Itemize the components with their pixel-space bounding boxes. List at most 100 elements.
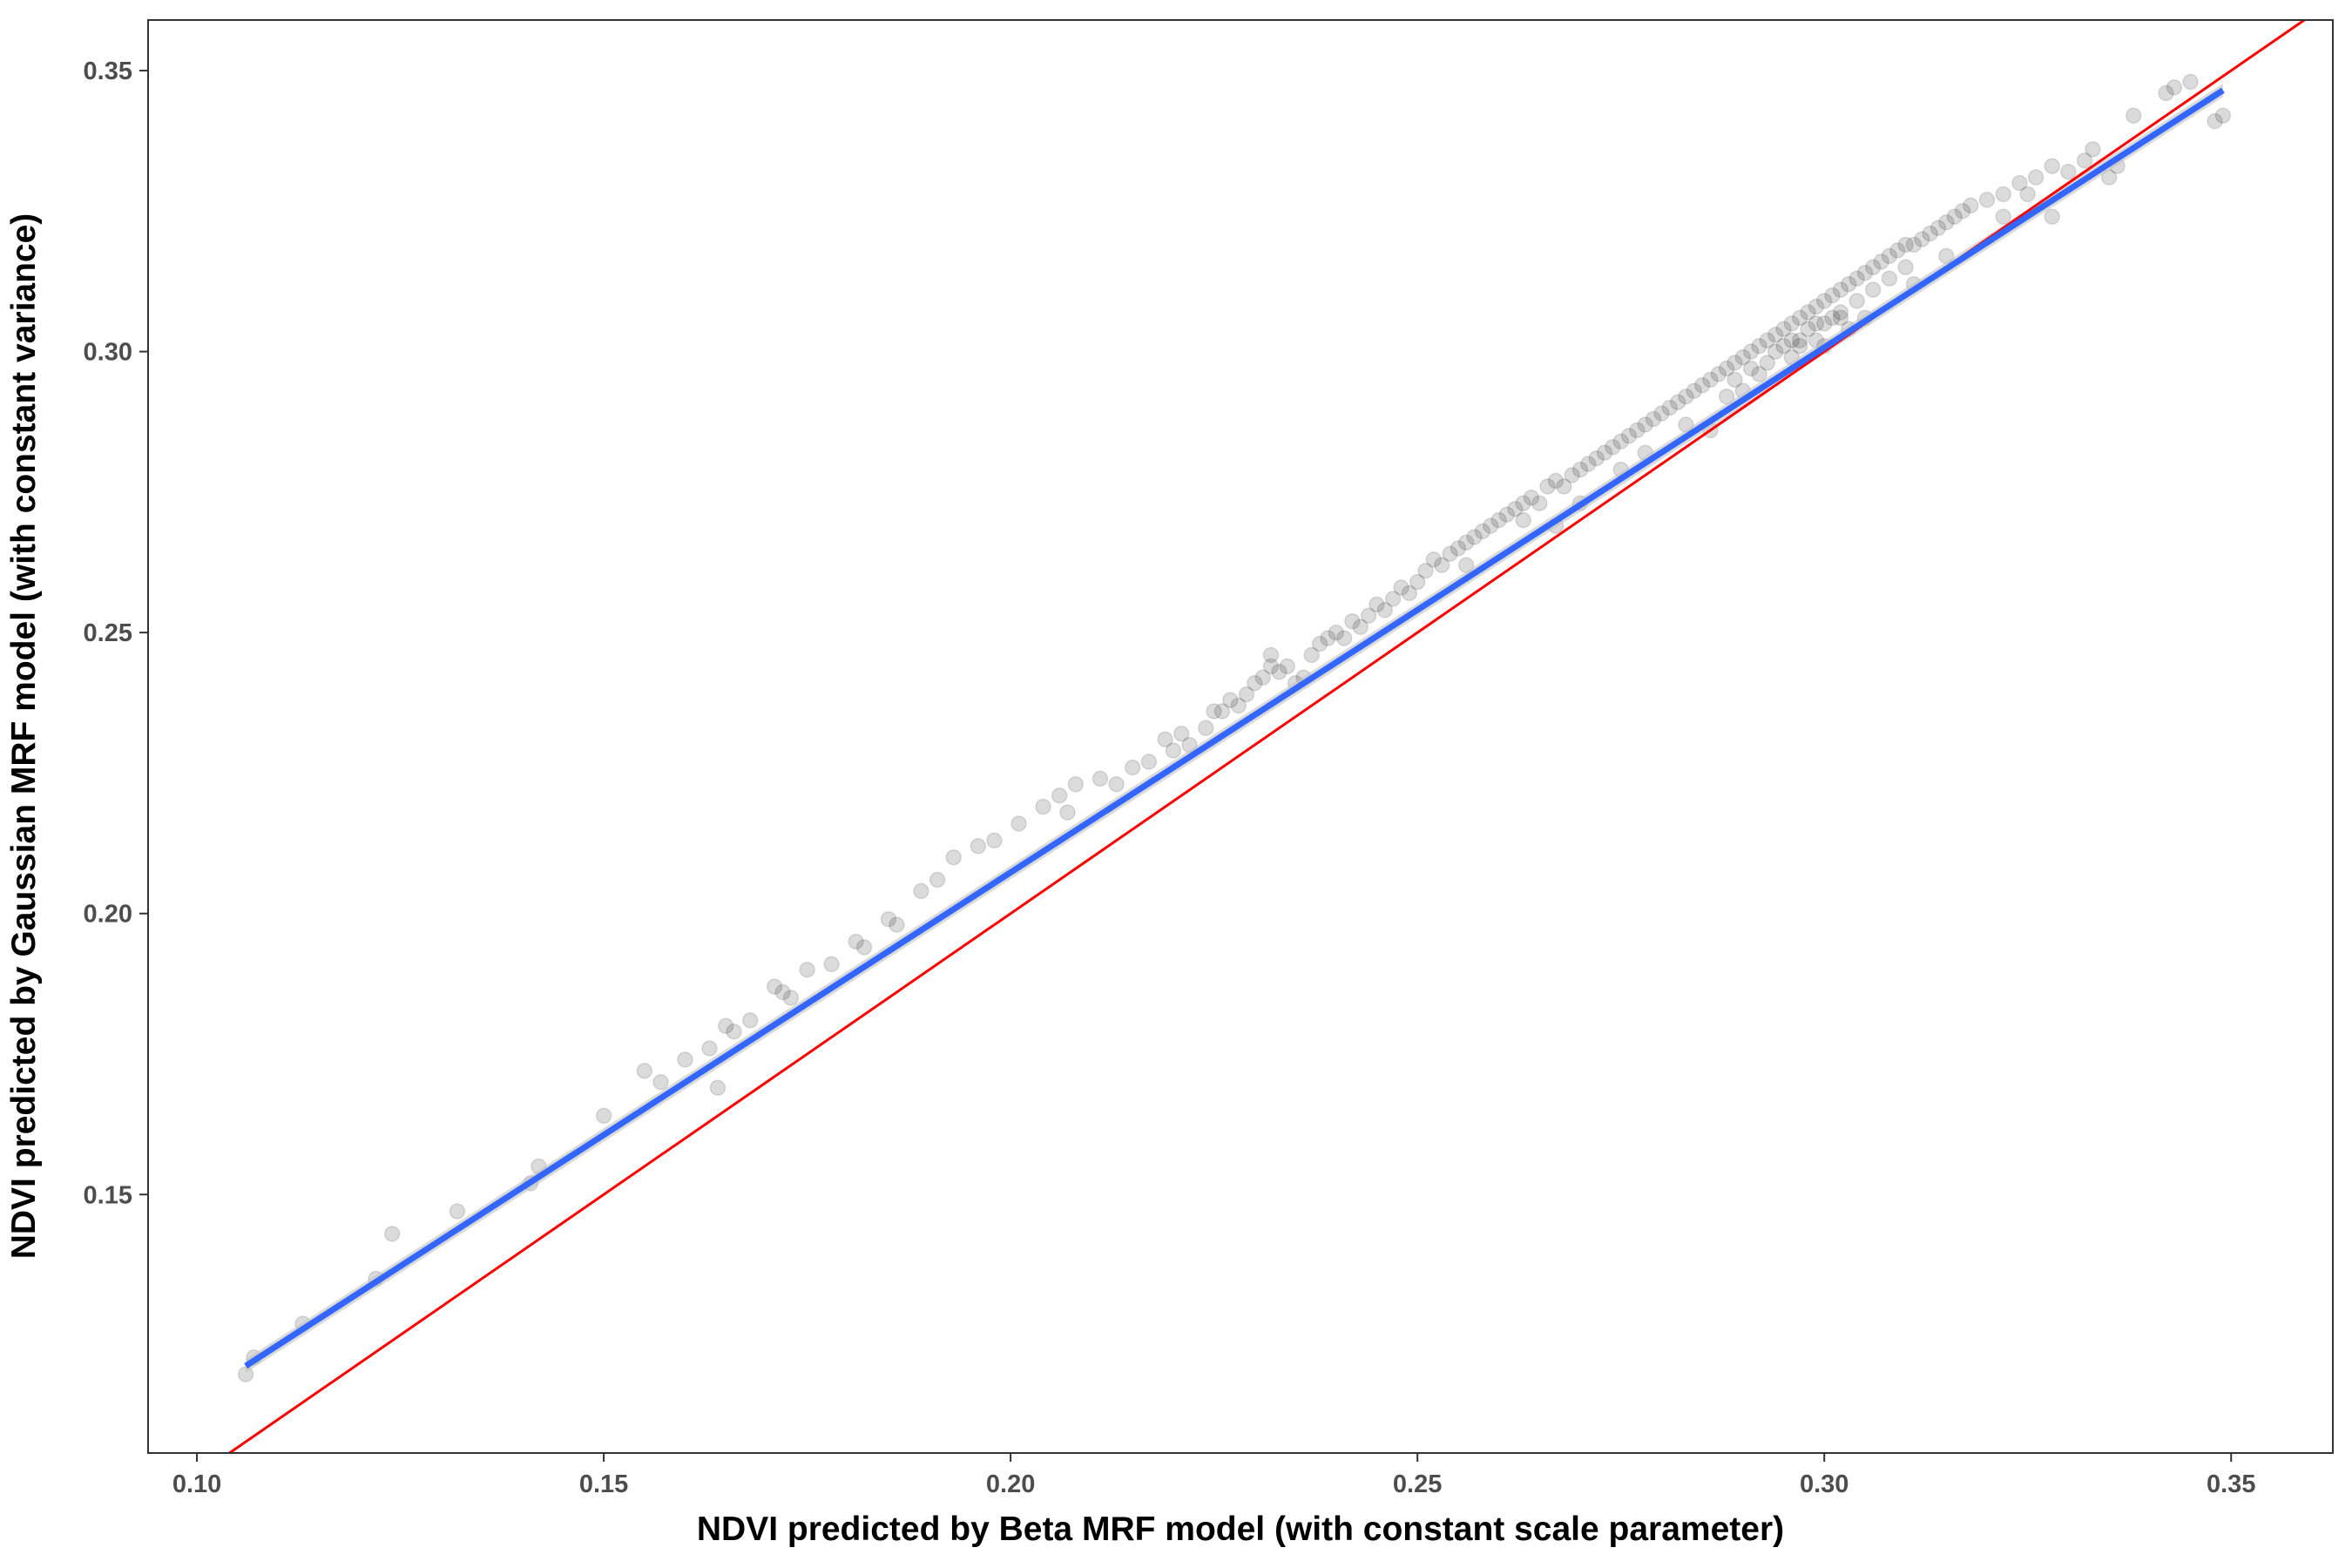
data-point: [1808, 315, 1825, 332]
data-point: [1571, 461, 1589, 478]
data-point: [1775, 337, 1792, 355]
data-point: [1808, 298, 1825, 315]
x-tick-label: 0.35: [2207, 1470, 2255, 1498]
x-tick-label: 0.30: [1800, 1470, 1848, 1498]
data-point: [1254, 669, 1271, 686]
data-point: [929, 871, 946, 889]
data-point: [1864, 259, 1882, 276]
data-point: [1751, 337, 1767, 355]
data-point: [709, 1079, 727, 1096]
data-point: [1946, 208, 1963, 226]
data-point: [766, 978, 783, 995]
data-point: [1409, 573, 1426, 591]
data-point: [1596, 444, 1613, 461]
y-axis-title: NDVI predicted by Gaussian MRF model (wi…: [5, 213, 43, 1260]
data-point: [1547, 472, 1565, 490]
data-point: [1328, 624, 1345, 641]
data-point: [2214, 107, 2232, 124]
data-point: [677, 1051, 693, 1068]
data-point: [1742, 360, 1760, 377]
data-point: [383, 1226, 401, 1242]
data-point: [1742, 343, 1760, 360]
data-point: [2027, 169, 2044, 186]
data-point: [1922, 225, 1938, 242]
data-point: [945, 848, 962, 866]
data-point: [1605, 439, 1621, 456]
data-point: [1637, 416, 1653, 433]
data-point: [595, 1107, 612, 1125]
data-point: [449, 1203, 466, 1220]
data-point: [1450, 540, 1467, 557]
data-point: [1864, 281, 1882, 298]
data-point: [1629, 422, 1646, 439]
data-point: [2166, 79, 2183, 96]
data-point: [2207, 112, 2223, 130]
data-point: [1881, 247, 1898, 265]
y-tick-label: 0.15: [84, 1181, 132, 1209]
data-point: [717, 1017, 734, 1034]
data-point: [1645, 410, 1662, 428]
data-point: [1262, 658, 1280, 675]
data-point: [1963, 197, 1979, 214]
data-point: [741, 1012, 759, 1029]
data-point: [1230, 697, 1247, 714]
data-point: [2019, 186, 2036, 203]
data-point: [1067, 776, 1085, 793]
data-point: [1335, 630, 1353, 646]
x-axis-title: NDVI predicted by Beta MRF model (with c…: [697, 1511, 1784, 1548]
x-tick-label: 0.15: [579, 1470, 628, 1498]
data-point: [1108, 776, 1125, 793]
data-point: [1914, 231, 1930, 247]
y-tick-label: 0.20: [84, 901, 132, 929]
data-point: [1783, 332, 1801, 348]
data-point: [1140, 754, 1158, 770]
data-point: [1791, 332, 1808, 348]
data-point: [1840, 275, 1857, 293]
data-point: [1474, 523, 1491, 540]
data-point: [1734, 348, 1752, 366]
data-point: [1800, 321, 1816, 338]
data-point: [1539, 478, 1556, 495]
data-point: [855, 939, 873, 956]
data-point: [2125, 107, 2142, 124]
data-point: [1856, 265, 1874, 281]
data-point: [1271, 664, 1288, 680]
data-point: [986, 832, 1003, 849]
data-point: [1881, 270, 1898, 287]
data-point: [1791, 309, 1808, 327]
data-point: [1897, 236, 1914, 253]
data-point: [1238, 686, 1255, 703]
data-point: [1198, 720, 1214, 737]
data-point: [1165, 742, 1182, 759]
data-point: [1588, 449, 1605, 467]
data-point: [1401, 585, 1418, 602]
data-point: [1376, 602, 1394, 618]
data-point: [1653, 405, 1670, 422]
data-point: [1824, 287, 1841, 304]
data-point: [889, 916, 905, 933]
data-point: [1661, 399, 1678, 416]
chart-axes: 0.10 0.15 0.20 0.25 0.30 0.35 0.15 0.20 0.25 0.30…: [84, 57, 2256, 1498]
data-point: [1710, 366, 1727, 382]
data-point: [1384, 591, 1402, 607]
data-point: [1303, 646, 1320, 664]
data-point: [1580, 456, 1597, 472]
data-point: [1783, 315, 1801, 332]
data-point: [636, 1063, 653, 1079]
data-point: [1010, 815, 1027, 832]
data-point: [1897, 259, 1914, 276]
data-point: [2182, 73, 2199, 91]
y-tick-label: 0.30: [84, 339, 132, 367]
data-point: [1344, 613, 1361, 630]
data-point: [1393, 579, 1409, 596]
data-point: [1035, 798, 1051, 815]
data-point: [1759, 332, 1776, 348]
data-point: [1320, 630, 1336, 646]
data-point: [1173, 726, 1190, 742]
data-point: [1222, 692, 1239, 708]
data-point: [2060, 163, 2077, 180]
data-point: [1490, 511, 1507, 529]
data-point: [2011, 174, 2028, 192]
data-point: [1848, 293, 1865, 309]
